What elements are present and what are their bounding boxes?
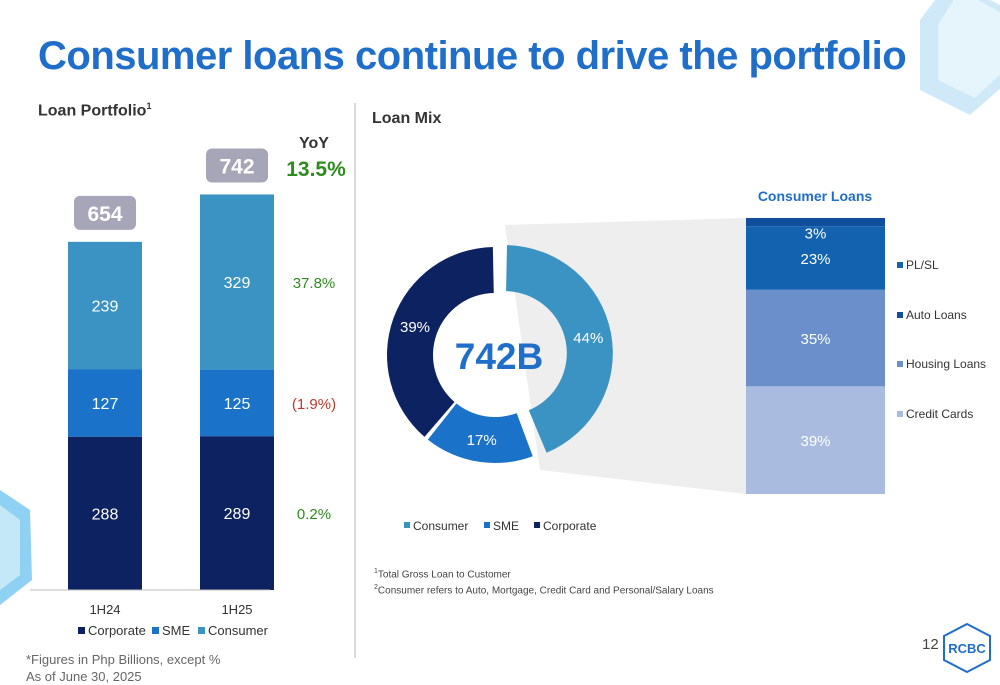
consumer-seg-label-housing-loans: 35% [800,331,830,348]
consumer-legend-label-housing-loans: Housing Loans [906,357,986,371]
consumer-seg-auto-loans [746,226,885,290]
x-tick-1H25: 1H25 [221,602,252,617]
legend-swatch-sme [152,627,159,634]
consumer-seg-label-credit-cards: 39% [800,433,830,450]
bar-label-consumer-1H24: 239 [92,298,119,315]
bar-consumer-1H25 [200,194,274,370]
x-tick-1H24: 1H24 [89,602,120,617]
bar-corporate-1H25 [200,436,274,590]
donut-center-label: 742B [455,336,543,377]
loan-portfolio-chart: 288 127 239 654 1H24 289 125 329 742 1H25 YoY 13.5%… [30,135,346,638]
total-badge-1H24 [74,195,136,230]
consumer-seg-label-auto-loans: 23% [800,251,830,268]
total-label-1H25: 742 [219,155,254,178]
consumer-seg-housing-loans [746,289,885,387]
consumer-seg-credit-cards [746,386,885,494]
figures-note: *Figures in Php Billions, except % As of… [26,652,221,684]
yoy-header: YoY [299,135,329,152]
consumer-legend-swatch-credit-cards [897,411,903,417]
bar-corporate-1H24 [68,436,142,590]
yoy-total: 13.5% [286,158,346,181]
bar-sme-1H25 [200,369,274,437]
mix-legend-label-corporate: Corporate [543,519,597,533]
mix-legend-swatch-sme [484,522,490,528]
footnote-2: 2Consumer refers to Auto, Mortgage, Cred… [374,584,714,597]
consumer-seg-pl-sl [746,218,885,227]
consumer-legend-label-pl-sl: PL/SL [906,258,939,272]
yoy-consumer: 37.8% [293,275,336,292]
legend-label-sme: SME [162,623,191,638]
loan-portfolio-title: Loan Portfolio1 [38,101,152,120]
donut-label-sme: 17% [467,432,497,449]
bar-label-corporate-1H24: 288 [92,506,119,523]
legend-label-consumer: Consumer [208,623,269,638]
bar-label-sme-1H25: 125 [224,396,251,413]
consumer-legend-swatch-pl-sl [897,262,903,268]
donut-slice-corporate [387,247,494,437]
donut-slice-sme [427,403,533,464]
consumer-loans-title: Consumer Loans [758,188,873,204]
bar-consumer-1H24 [68,241,142,370]
total-badge-1H25 [206,148,268,183]
bar-label-corporate-1H25: 289 [224,506,251,523]
consumer-legend-swatch-auto-loans [897,312,903,318]
bar-label-sme-1H24: 127 [92,396,119,413]
decorative-hexagon-top-right [920,0,1000,115]
mix-legend-label-consumer: Consumer [413,519,468,533]
panel-divider [354,103,356,658]
legend-swatch-consumer [198,627,205,634]
bar-label-consumer-1H25: 329 [224,275,251,292]
legend-swatch-corporate [78,627,85,634]
yoy-corporate: 0.2% [297,506,331,523]
page-title: Consumer loans continue to drive the por… [38,34,907,78]
donut-label-consumer: 44% [573,330,603,347]
consumer-legend-label-auto-loans: Auto Loans [906,308,967,322]
page-number: 12 [922,636,939,653]
footnote-1: 1Total Gross Loan to Customer [374,568,511,581]
bar-sme-1H24 [68,369,142,437]
decorative-hexagon-bottom-left [0,490,32,605]
consumer-seg-label-pl-sl: 3% [805,225,827,242]
mix-legend-swatch-consumer [404,522,410,528]
mix-legend-label-sme: SME [493,519,519,533]
donut-label-corporate: 39% [400,319,430,336]
total-label-1H24: 654 [87,203,122,226]
mix-legend-swatch-corporate [534,522,540,528]
rcbc-logo: RCBC [943,622,991,674]
loan-mix-title: Loan Mix [372,110,442,127]
legend-label-corporate: Corporate [88,623,146,638]
donut-slice-consumer [506,245,613,453]
consumer-legend-swatch-housing-loans [897,361,903,367]
yoy-sme: (1.9%) [292,396,336,413]
logo-text: RCBC [948,641,986,656]
consumer-legend-label-credit-cards: Credit Cards [906,407,973,421]
